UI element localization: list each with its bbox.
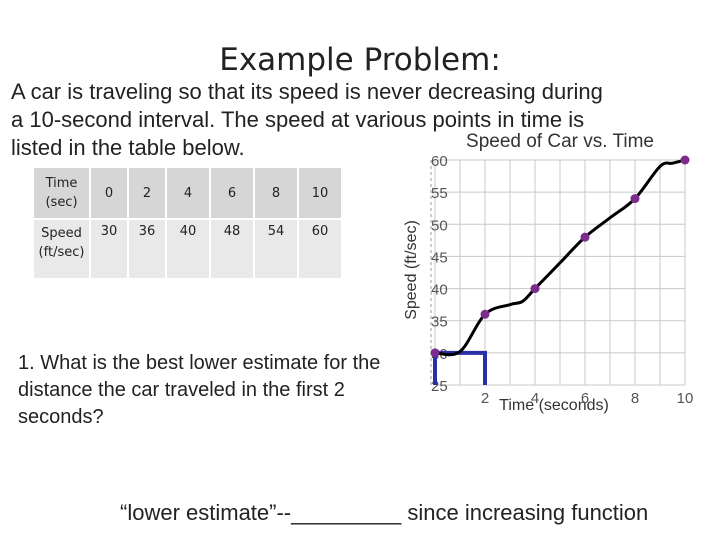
time-cell: 0 (89, 166, 129, 220)
time-cell: 6 (209, 166, 255, 220)
y-tick-label: 40 (431, 282, 448, 299)
speed-cell: 36 (127, 218, 167, 280)
speed-cell: 40 (165, 218, 211, 280)
y-tick-label: 55 (431, 185, 448, 202)
y-tick-label: 45 (431, 249, 448, 266)
x-tick-label: 6 (581, 390, 589, 407)
data-table: Time (sec) 0 2 4 6 8 10 Speed (ft/sec) 3… (32, 166, 343, 280)
table-row: Time (sec) 0 2 4 6 8 10 (32, 166, 343, 220)
data-point (430, 348, 440, 358)
time-cell: 8 (253, 166, 299, 220)
x-tick-label: 10 (677, 390, 694, 407)
time-cell: 10 (297, 166, 343, 220)
table-row: Speed (ft/sec) 30 36 40 48 54 60 (32, 218, 343, 280)
intro-text: A car is traveling so that its speed is … (11, 78, 711, 162)
time-cell: 4 (165, 166, 211, 220)
x-tick-label: 4 (531, 390, 539, 407)
y-axis-label: Speed (ft/sec) (403, 220, 420, 320)
x-axis-label: Time (seconds) (499, 397, 609, 414)
row-header-time: Time (sec) (32, 166, 91, 220)
x-tick-label: 8 (631, 390, 639, 407)
data-point (680, 155, 690, 165)
data-point (530, 284, 540, 294)
speed-cell: 54 (253, 218, 299, 280)
slide-title: Example Problem: (219, 42, 501, 78)
speed-cell: 48 (209, 218, 255, 280)
x-tick-label: 2 (481, 390, 489, 407)
chart-title: Speed of Car vs. Time (466, 131, 654, 152)
intro-line: a 10-second interval. The speed at vario… (11, 107, 585, 132)
question-text: 1. What is the best lower estimate for t… (18, 352, 381, 428)
speed-cell: 60 (297, 218, 343, 280)
time-cell: 2 (127, 166, 167, 220)
data-point (480, 309, 490, 319)
footer-text: “lower estimate”--_________ since increa… (120, 500, 649, 525)
y-tick-label: 60 (431, 153, 448, 170)
data-point (630, 194, 640, 204)
speed-cell: 30 (89, 218, 129, 280)
intro-line: listed in the table below. (11, 135, 245, 160)
y-tick-label: 50 (431, 217, 448, 234)
y-tick-label: 35 (431, 314, 448, 331)
intro-line: A car is traveling so that its speed is … (11, 79, 603, 104)
data-point (580, 232, 590, 242)
row-header-speed: Speed (ft/sec) (32, 218, 91, 280)
speed-chart: Speed of Car vs. Time Time (seconds) Spe… (403, 131, 694, 414)
